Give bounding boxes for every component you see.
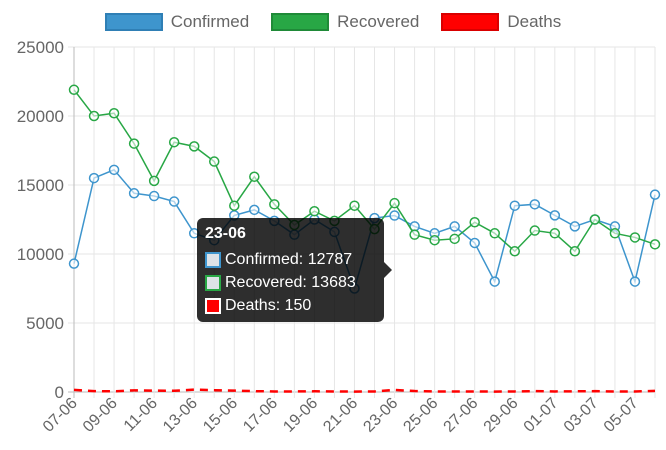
data-point-confirmed[interactable] — [569, 221, 581, 232]
x-tick-label: 01-07 — [521, 395, 562, 436]
tooltip-text-confirmed: Confirmed: 12787 — [225, 250, 353, 268]
legend-swatch-recovered — [271, 13, 330, 31]
y-tick-label: 0 — [55, 383, 64, 402]
tooltip-text-deaths: Deaths: 150 — [225, 296, 312, 314]
x-tick-label: 23-06 — [360, 395, 401, 436]
data-point-recovered[interactable] — [249, 171, 260, 182]
data-point-recovered[interactable] — [509, 245, 521, 257]
legend-item-deaths[interactable]: Deaths — [441, 12, 561, 32]
y-axis-ticks: 0 5000 10000 15000 20000 25000 — [17, 38, 64, 402]
data-point-confirmed[interactable] — [88, 172, 100, 184]
legend: Confirmed Recovered Deaths — [0, 12, 666, 32]
data-point-confirmed[interactable] — [128, 188, 140, 199]
data-point-confirmed[interactable] — [529, 199, 541, 210]
data-point-confirmed[interactable] — [249, 204, 260, 216]
series-line-deaths — [73, 388, 656, 393]
data-point-confirmed[interactable] — [509, 200, 521, 211]
data-point-confirmed[interactable] — [469, 237, 480, 249]
y-tick-label: 25000 — [17, 38, 64, 57]
data-point-recovered[interactable] — [429, 234, 440, 246]
x-tick-label: 21-06 — [320, 395, 361, 436]
x-tick-label: 27-06 — [441, 395, 482, 436]
data-point-recovered[interactable] — [489, 228, 500, 239]
data-point-recovered[interactable] — [269, 199, 280, 210]
data-point-recovered[interactable] — [68, 84, 80, 96]
y-tick-label: 15000 — [17, 176, 64, 195]
x-tick-label: 15-06 — [200, 395, 241, 436]
tooltip-text-recovered: Recovered: 13683 — [225, 273, 356, 291]
data-point-recovered[interactable] — [409, 229, 420, 240]
x-tick-label: 03-07 — [561, 395, 602, 436]
legend-swatch-deaths — [441, 13, 500, 31]
tooltip-row-recovered: Recovered: 13683 — [205, 272, 376, 293]
legend-label-recovered: Recovered — [337, 12, 420, 31]
legend-item-recovered[interactable]: Recovered — [271, 12, 419, 32]
data-point-recovered[interactable] — [208, 156, 220, 167]
x-axis-ticks: 07-06 09-06 11-06 13-06 15-06 17-06 19-06 21-06… — [40, 395, 642, 436]
tooltip-swatch-recovered — [205, 274, 221, 291]
data-point-confirmed[interactable] — [649, 189, 661, 200]
x-tick-label: 25-06 — [400, 395, 441, 436]
x-tick-label: 09-06 — [80, 395, 121, 436]
data-point-recovered[interactable] — [389, 197, 400, 209]
legend-label-deaths: Deaths — [507, 12, 562, 31]
data-point-recovered[interactable] — [569, 245, 581, 257]
tooltip-swatch-deaths — [205, 297, 221, 314]
x-tick-label: 17-06 — [240, 395, 281, 436]
x-tick-label: 05-07 — [601, 395, 642, 436]
data-point-confirmed[interactable] — [148, 190, 160, 202]
legend-item-confirmed[interactable]: Confirmed — [104, 12, 250, 32]
tooltip-row-deaths: Deaths: 150 — [205, 295, 376, 316]
data-point-recovered[interactable] — [309, 205, 320, 217]
tooltip-title: 23-06 — [205, 225, 246, 242]
data-point-recovered[interactable] — [469, 217, 480, 228]
legend-label-confirmed: Confirmed — [170, 12, 250, 31]
x-tick-label: 11-06 — [121, 395, 161, 435]
x-tick-label: 13-06 — [160, 395, 201, 436]
tooltip-row-confirmed: Confirmed: 12787 — [205, 249, 376, 270]
data-point-confirmed[interactable] — [549, 210, 561, 221]
data-point-recovered[interactable] — [148, 175, 160, 187]
data-point-recovered[interactable] — [629, 232, 641, 243]
tooltip: 23-06 Confirmed: 12787 Recovered: 13683 … — [197, 218, 392, 322]
data-point-recovered[interactable] — [88, 110, 100, 122]
data-point-recovered[interactable] — [229, 200, 240, 211]
data-point-recovered[interactable] — [168, 136, 180, 148]
data-point-confirmed[interactable] — [489, 276, 500, 287]
data-point-recovered[interactable] — [349, 200, 360, 211]
data-point-confirmed[interactable] — [389, 210, 400, 221]
tooltip-swatch-confirmed — [205, 251, 221, 268]
data-point-recovered[interactable] — [549, 228, 561, 239]
y-tick-label: 20000 — [17, 107, 64, 126]
data-point-recovered[interactable] — [589, 214, 601, 225]
legend-swatch-confirmed — [104, 13, 163, 31]
x-tick-label: 19-06 — [280, 395, 321, 436]
data-point-confirmed[interactable] — [449, 221, 460, 232]
data-point-confirmed[interactable] — [168, 196, 180, 207]
data-point-recovered[interactable] — [609, 228, 621, 239]
y-tick-label: 10000 — [17, 245, 64, 264]
data-point-confirmed[interactable] — [108, 164, 120, 176]
data-point-recovered[interactable] — [649, 239, 661, 250]
data-point-recovered[interactable] — [449, 233, 460, 245]
data-point-recovered[interactable] — [188, 141, 200, 152]
data-point-recovered[interactable] — [128, 138, 140, 149]
data-point-recovered[interactable] — [108, 107, 120, 119]
data-point-confirmed[interactable] — [629, 276, 641, 287]
data-point-confirmed[interactable] — [68, 258, 80, 269]
data-point-recovered[interactable] — [529, 225, 541, 236]
y-tick-label: 5000 — [26, 314, 64, 333]
x-tick-label: 29-06 — [481, 395, 522, 436]
